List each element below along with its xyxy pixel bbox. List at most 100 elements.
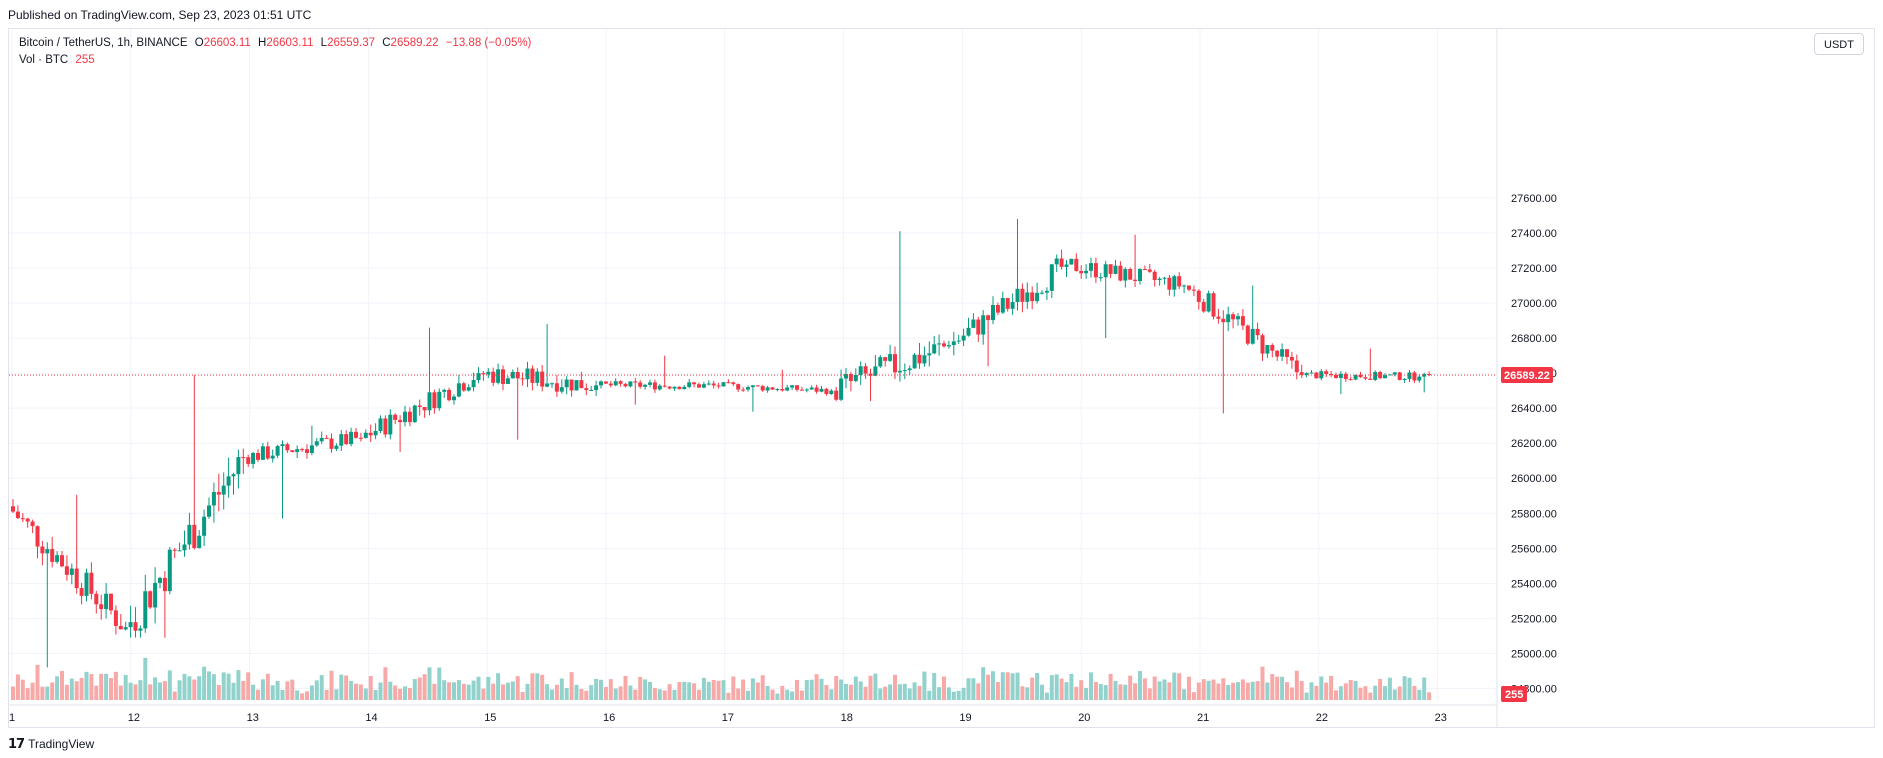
candle-body: [187, 524, 192, 545]
candle-body: [256, 452, 260, 460]
volume-bar: [922, 671, 927, 700]
volume-bar: [197, 676, 202, 700]
candle-body: [951, 341, 956, 346]
y-tick-label: 26400.00: [1511, 403, 1557, 415]
candle-body: [746, 387, 750, 390]
candle-body: [1152, 271, 1157, 281]
volume-bar: [1334, 690, 1338, 700]
candle-body: [113, 610, 118, 626]
volume-bar: [427, 667, 432, 700]
volume-bar: [770, 689, 775, 700]
candle-body: [104, 593, 109, 610]
volume-bar: [1289, 687, 1294, 700]
legend-symbol[interactable]: Bitcoin / TetherUS, 1h, BINANCE: [19, 37, 188, 49]
volume-bar: [456, 680, 461, 700]
volume-bar: [187, 676, 192, 700]
y-tick-label: 25200.00: [1511, 613, 1557, 625]
volume-bar: [1010, 673, 1015, 700]
volume-bar: [202, 666, 207, 700]
volume-bar: [241, 680, 246, 700]
candle-body: [1049, 264, 1054, 291]
candle-body: [339, 434, 344, 446]
volume-bar: [20, 679, 25, 700]
candle-body: [118, 625, 123, 630]
y-tick-label: 26800.00: [1511, 333, 1557, 345]
volume-bar: [84, 671, 89, 700]
candle-body: [50, 549, 55, 562]
candle-body: [89, 572, 94, 594]
candle-body: [236, 457, 241, 475]
volume-bar: [525, 683, 530, 700]
tradingview-brand[interactable]: 𝟭𝟳 TradingView: [8, 736, 94, 752]
candle-body: [1236, 316, 1240, 320]
candle-body: [819, 388, 824, 392]
candle-body: [79, 588, 84, 596]
candle-body: [648, 382, 652, 385]
volume-bar: [69, 678, 74, 700]
candle-body: [1054, 258, 1059, 265]
candle-body: [701, 384, 706, 388]
y-tick-label: 26000.00: [1511, 473, 1557, 485]
volume-bar: [442, 680, 447, 700]
volume-bar: [1270, 674, 1275, 700]
legend-high-label: H: [258, 37, 267, 49]
candle-body: [785, 387, 790, 391]
volume-bar: [520, 692, 525, 700]
candle-body: [133, 622, 138, 631]
candle-body: [633, 381, 638, 383]
candle-body: [1338, 373, 1343, 378]
volume-bar: [334, 689, 339, 700]
volume-bar: [1216, 683, 1221, 700]
candle-body: [1138, 269, 1142, 281]
volume-bar: [300, 693, 305, 700]
volume-bar: [554, 684, 559, 700]
volume-bar: [280, 689, 285, 700]
candle-body: [246, 457, 251, 464]
candle-body: [1397, 372, 1402, 380]
candle-body: [976, 319, 981, 335]
volume-bar: [927, 690, 932, 700]
volume-bar: [648, 681, 652, 700]
volume-bar: [1319, 676, 1324, 700]
candle-body: [501, 369, 505, 384]
y-tick-label: 25800.00: [1511, 508, 1557, 520]
candle-body: [1015, 288, 1020, 303]
legend-volume-label[interactable]: Vol · BTC: [19, 54, 69, 66]
volume-bar: [741, 679, 746, 700]
y-tick-label: 27200.00: [1511, 263, 1557, 275]
candle-body: [1216, 316, 1221, 319]
currency-button[interactable]: USDT: [1814, 33, 1864, 55]
candle-body: [652, 382, 657, 390]
candle-body: [280, 444, 285, 447]
tradingview-logo-icon: 𝟭𝟳: [8, 736, 25, 751]
volume-bar: [309, 685, 314, 700]
volume-bar: [692, 683, 697, 700]
y-tick-label: 27600.00: [1511, 193, 1557, 205]
volume-bar: [1044, 692, 1049, 700]
chart-frame[interactable]: Bitcoin / TetherUS, 1h, BINANCE O26603.1…: [8, 28, 1875, 728]
candle-body: [1304, 372, 1309, 375]
candle-body: [927, 353, 932, 356]
candle-body: [760, 386, 765, 391]
volume-bar: [162, 681, 167, 700]
candle-body: [520, 378, 525, 380]
y-tick-label: 25400.00: [1511, 578, 1557, 590]
candle-body: [1177, 276, 1182, 287]
candle-body: [162, 577, 167, 592]
volume-bar: [138, 680, 143, 700]
volume-bar: [1275, 676, 1280, 700]
volume-bar: [153, 677, 158, 700]
price-chart[interactable]: 27600.00 27400.00 27200.00 27000.00 26800.00…: [9, 29, 1874, 727]
volume-bar: [486, 676, 491, 700]
volume-bar: [873, 673, 878, 700]
candle-body: [1255, 328, 1260, 336]
candle-body: [241, 457, 246, 459]
candle-body: [358, 437, 363, 439]
volume-bar: [329, 670, 334, 700]
volume-bar: [45, 686, 50, 700]
volume-bar: [848, 684, 853, 700]
volume-bar: [1392, 689, 1397, 700]
last-volume-tag-label: 255: [1505, 689, 1523, 701]
candle-body: [496, 369, 501, 383]
volume-bar: [1285, 682, 1289, 700]
